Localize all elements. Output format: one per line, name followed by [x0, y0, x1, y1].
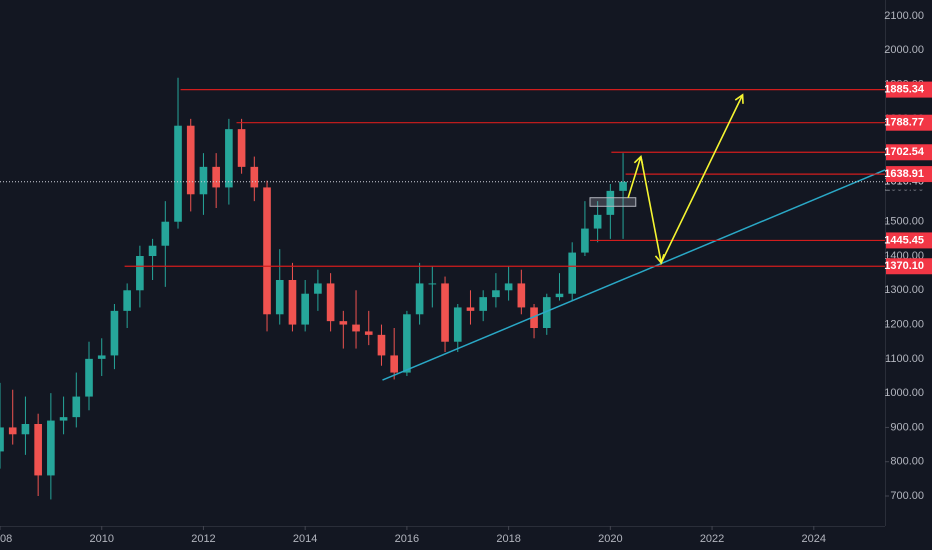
candle-body: [555, 293, 564, 298]
candle-body: [441, 283, 449, 342]
trend-line: [382, 169, 886, 381]
candle-body: [339, 321, 348, 325]
candle-body: [581, 228, 589, 253]
candle-body: [301, 293, 309, 325]
candle-body: [47, 420, 55, 476]
y-tick-label: 1300.00: [884, 284, 924, 296]
candle-body: [492, 290, 500, 298]
candle-body: [542, 297, 551, 328]
y-tick-label: 800.00: [890, 456, 924, 468]
y-tick-label: 1200.00: [884, 318, 924, 330]
x-tick-label: 2022: [700, 533, 724, 545]
x-tick-label: 2008: [0, 533, 12, 545]
candle-body: [517, 283, 526, 308]
level-label: 1885.34: [884, 84, 925, 96]
candle-body: [606, 190, 615, 215]
arrow-head: [633, 154, 644, 166]
candle-body: [314, 283, 322, 294]
candle-body: [34, 424, 42, 476]
x-tick-label: 2014: [293, 533, 317, 545]
candle-body: [123, 290, 131, 311]
candle-body: [250, 166, 259, 188]
candle-body: [479, 297, 488, 311]
arrow-head: [734, 93, 744, 104]
projection-path: [627, 94, 744, 266]
level-label: 1788.77: [884, 117, 924, 129]
candle-body: [97, 355, 106, 359]
candle-body: [212, 166, 220, 188]
level-label: 1702.54: [884, 146, 925, 158]
candle-body: [59, 417, 68, 421]
candle-body: [403, 314, 411, 373]
candle-body: [364, 331, 373, 335]
level-label: 1638.91: [884, 168, 924, 180]
level-label: 1445.45: [884, 234, 924, 246]
level-tag: [886, 166, 932, 183]
candle-body: [288, 280, 297, 325]
x-tick-label: 2018: [496, 533, 520, 545]
candle-body: [275, 280, 284, 315]
candle-body: [237, 129, 246, 167]
x-tick-label: 2012: [191, 533, 215, 545]
level-tag: [886, 114, 932, 131]
x-tick-label: 2020: [598, 533, 622, 545]
arrow-head: [654, 254, 665, 265]
candle-body: [593, 214, 602, 229]
y-tick-label: 900.00: [890, 421, 924, 433]
y-tick-label: 2000.00: [884, 44, 924, 56]
y-tick-label: 700.00: [890, 490, 924, 502]
x-tick-label: 2016: [395, 533, 419, 545]
candle-body: [352, 324, 360, 332]
candle-body: [377, 334, 386, 356]
candle-body: [186, 125, 195, 195]
candle-body: [225, 129, 233, 188]
x-tick-label: 2024: [802, 533, 826, 545]
candle-body: [453, 307, 462, 342]
candle-body: [136, 256, 144, 291]
level-tag: [886, 144, 932, 161]
level-tag: [886, 258, 932, 275]
zone-box: [589, 197, 637, 207]
candle-body: [161, 221, 170, 246]
x-tick-label: 2010: [89, 533, 113, 545]
candle-body: [72, 396, 81, 418]
candle-body: [148, 245, 157, 256]
level-label: 1370.10: [884, 260, 924, 272]
candle-body: [110, 310, 119, 356]
candle-body: [568, 252, 577, 294]
candle-body: [530, 307, 538, 328]
candle-body: [619, 181, 627, 191]
level-tag: [886, 232, 932, 249]
candle-body: [390, 355, 398, 373]
candle-body: [174, 125, 182, 222]
y-tick-label: 1500.00: [884, 216, 924, 228]
y-tick-label: 1000.00: [884, 387, 924, 399]
y-tick-label: 1100.00: [885, 353, 924, 365]
y-tick-label: 2100.00: [884, 10, 924, 22]
level-tag: [886, 81, 932, 98]
candle-body: [263, 187, 271, 315]
candle-body: [8, 427, 17, 435]
candle-body: [415, 283, 424, 315]
candle-body: [0, 427, 4, 452]
candle-body: [199, 166, 208, 195]
candle-body: [466, 307, 475, 311]
candle-body: [428, 283, 437, 285]
candle-body: [21, 424, 30, 435]
candle-body: [85, 358, 93, 397]
candle-body: [504, 283, 513, 291]
candle-body: [326, 283, 335, 322]
